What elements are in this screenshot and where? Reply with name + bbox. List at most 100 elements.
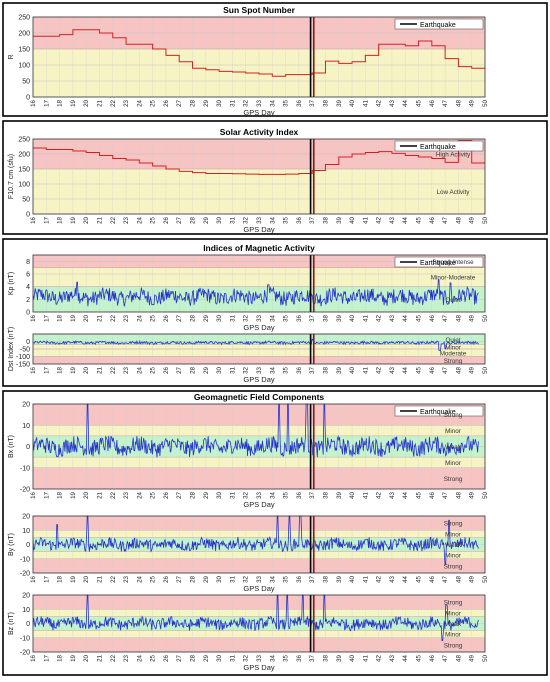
x-axis-label: GPS Day xyxy=(243,323,275,332)
x-tick-label: 40 xyxy=(349,99,356,106)
x-tick-label: 45 xyxy=(416,654,423,661)
y-tick-label: -10 xyxy=(20,465,30,472)
y-tick-label: 0 xyxy=(26,444,30,451)
x-tick-label: 33 xyxy=(256,654,263,661)
x-tick-label: 50 xyxy=(482,366,489,373)
chart-panel-4: -150-100-500 16 17 18 19 20 21 22 23 24 25 26 27 28 29… xyxy=(8,327,489,384)
x-tick-label: 40 xyxy=(349,491,356,498)
x-tick-label: 25 xyxy=(150,99,157,106)
x-tick-label: 47 xyxy=(442,575,449,582)
legend-box xyxy=(394,256,484,268)
legend-label: Earthquake xyxy=(420,144,456,151)
x-tick-label: 19 xyxy=(70,654,77,661)
x-tick-label: 32 xyxy=(243,654,250,661)
x-tick-label: 35 xyxy=(283,491,290,498)
zone-label: Quiet xyxy=(445,337,460,344)
x-tick-label: 32 xyxy=(243,575,250,582)
zone-label: Minor xyxy=(445,344,461,351)
x-tick-label: 31 xyxy=(229,575,236,582)
y-tick-label: 200 xyxy=(18,152,30,159)
y-tick-label: 250 xyxy=(18,15,30,22)
x-tick-label: 47 xyxy=(442,314,449,321)
zone-label: Minor xyxy=(445,632,461,639)
zone-label: Strong xyxy=(444,521,463,528)
x-tick-label: 49 xyxy=(469,99,476,106)
x-tick-label: 32 xyxy=(243,99,250,106)
x-tick-label: 38 xyxy=(322,366,329,373)
y-tick-label: 0 xyxy=(26,212,30,219)
x-tick-label: 30 xyxy=(216,491,223,498)
zone-label: Weak xyxy=(445,542,462,549)
x-tick-label: 44 xyxy=(402,216,409,223)
y-axis-label: Bx (nT) xyxy=(8,435,15,458)
x-tick-label: 35 xyxy=(283,654,290,661)
x-tick-label: 38 xyxy=(322,491,329,498)
x-tick-label: 31 xyxy=(229,366,236,373)
x-tick-label: 42 xyxy=(376,314,383,321)
x-tick-label: 43 xyxy=(389,314,396,321)
x-tick-label: 44 xyxy=(402,366,409,373)
y-tick-label: 0 xyxy=(26,339,30,346)
x-tick-label: 47 xyxy=(442,216,449,223)
y-tick-label: 150 xyxy=(18,47,30,54)
x-tick-label: 28 xyxy=(190,575,197,582)
x-tick-label: 50 xyxy=(482,99,489,106)
x-tick-label: 47 xyxy=(442,99,449,106)
x-axis-label: GPS Day xyxy=(243,108,275,117)
x-tick-label: 36 xyxy=(296,99,303,106)
x-tick-label: 17 xyxy=(43,314,50,321)
x-tick-label: 18 xyxy=(57,366,64,373)
x-tick-label: 28 xyxy=(190,216,197,223)
x-tick-label: 46 xyxy=(429,654,436,661)
x-tick-label: 26 xyxy=(163,366,170,373)
legend-label: Earthquake xyxy=(420,22,456,29)
chart-title: Sun Spot Number xyxy=(223,5,295,15)
x-tick-label: 27 xyxy=(176,654,183,661)
x-tick-label: 29 xyxy=(203,216,210,223)
x-tick-label: 28 xyxy=(190,366,197,373)
zone-label: Strong xyxy=(444,412,463,419)
x-tick-label: 29 xyxy=(203,654,210,661)
x-tick-label: 37 xyxy=(309,314,316,321)
y-tick-label: -20 xyxy=(20,487,30,494)
y-tick-label: 8 xyxy=(26,259,30,266)
x-tick-label: 27 xyxy=(176,314,183,321)
x-tick-label: 33 xyxy=(256,366,263,373)
x-tick-label: 22 xyxy=(110,314,117,321)
x-tick-label: 37 xyxy=(309,216,316,223)
y-tick-label: -20 xyxy=(20,571,30,578)
x-tick-label: 19 xyxy=(70,314,77,321)
x-tick-label: 31 xyxy=(229,491,236,498)
x-tick-label: 31 xyxy=(229,654,236,661)
y-tick-label: 50 xyxy=(22,79,30,86)
x-tick-label: 21 xyxy=(96,654,103,661)
x-tick-label: 20 xyxy=(83,314,90,321)
x-tick-label: 47 xyxy=(442,654,449,661)
x-tick-label: 39 xyxy=(336,575,343,582)
x-tick-label: 39 xyxy=(336,314,343,321)
x-tick-label: 16 xyxy=(30,575,37,582)
x-tick-label: 24 xyxy=(136,575,143,582)
zone-label: Quiet xyxy=(445,297,460,304)
x-tick-label: 41 xyxy=(362,366,369,373)
chart-panel-6: -20 -10 0 10 20 16 17 18 19 20 21 22 23 24 25 26 27 28 29 3… xyxy=(8,514,489,594)
x-axis-label: GPS Day xyxy=(243,225,275,234)
x-tick-label: 27 xyxy=(176,99,183,106)
x-tick-label: 26 xyxy=(163,575,170,582)
x-tick-label: 26 xyxy=(163,216,170,223)
x-tick-label: 30 xyxy=(216,99,223,106)
zone-label: Minor xyxy=(445,531,461,538)
zone-label: Strong xyxy=(444,642,463,649)
y-tick-label: 0 xyxy=(26,621,30,628)
data-series-line xyxy=(32,515,479,565)
x-tick-label: 36 xyxy=(296,654,303,661)
x-tick-label: 48 xyxy=(455,366,462,373)
x-tick-label: 41 xyxy=(362,654,369,661)
x-tick-label: 39 xyxy=(336,216,343,223)
x-tick-label: 31 xyxy=(229,99,236,106)
x-tick-label: 21 xyxy=(96,314,103,321)
x-tick-label: 35 xyxy=(283,216,290,223)
x-tick-label: 27 xyxy=(176,366,183,373)
x-tick-label: 18 xyxy=(57,654,64,661)
